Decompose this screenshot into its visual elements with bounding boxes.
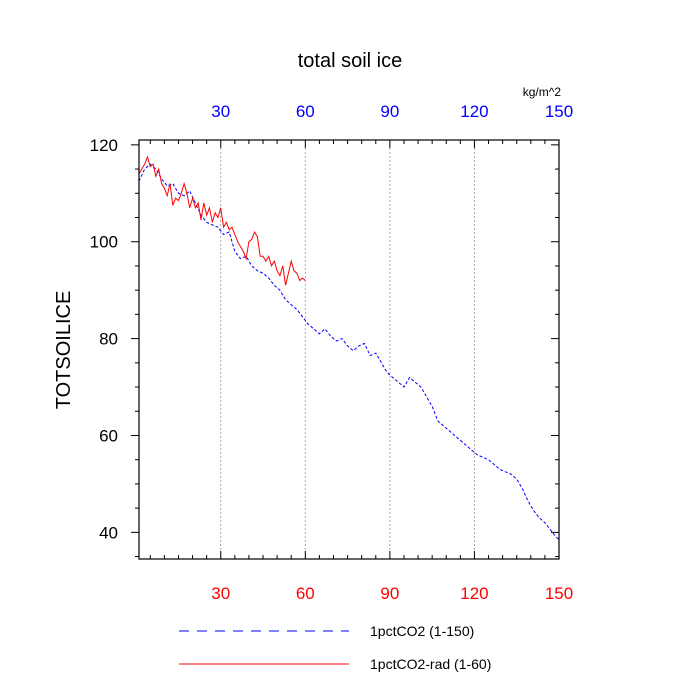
y-tick-label: 120 (90, 136, 118, 155)
x-tick-label-top: 30 (211, 102, 230, 121)
units-label: kg/m^2 (523, 85, 562, 99)
series-line-2 (138, 155, 306, 286)
gridlines (220, 140, 475, 559)
chart-title: total soil ice (298, 50, 403, 72)
series-lines (138, 155, 560, 540)
x-tick-label-top: 60 (296, 102, 315, 121)
x-tick-label-top: 90 (380, 102, 399, 121)
legend: 1pctCO2 (1-150) 1pctCO2-rad (1-60) (179, 623, 491, 672)
y-tick-label: 100 (90, 233, 118, 252)
x-tick-label-bottom: 30 (211, 584, 230, 603)
axis-tick-labels: 30 30 60 60 90 90 120 120 150 150 40 60 80 100 120 (90, 102, 574, 603)
x-tick-label-bottom: 90 (380, 584, 399, 603)
x-tick-label-bottom: 150 (545, 584, 573, 603)
x-tick-label-top: 150 (545, 102, 573, 121)
series-line-1 (138, 163, 560, 540)
legend-label-1: 1pctCO2 (1-150) (370, 623, 474, 639)
plot-frame (138, 139, 560, 560)
x-tick-label-bottom: 120 (460, 584, 488, 603)
legend-label-2: 1pctCO2-rad (1-60) (370, 656, 491, 672)
axis-ticks (131, 140, 560, 559)
y-tick-label: 80 (99, 330, 118, 349)
x-tick-label-top: 120 (460, 102, 488, 121)
y-axis-label: TOTSOILICE (53, 291, 75, 410)
x-tick-label-bottom: 60 (296, 584, 315, 603)
y-tick-label: 60 (99, 426, 118, 445)
y-tick-label: 40 (99, 523, 118, 542)
